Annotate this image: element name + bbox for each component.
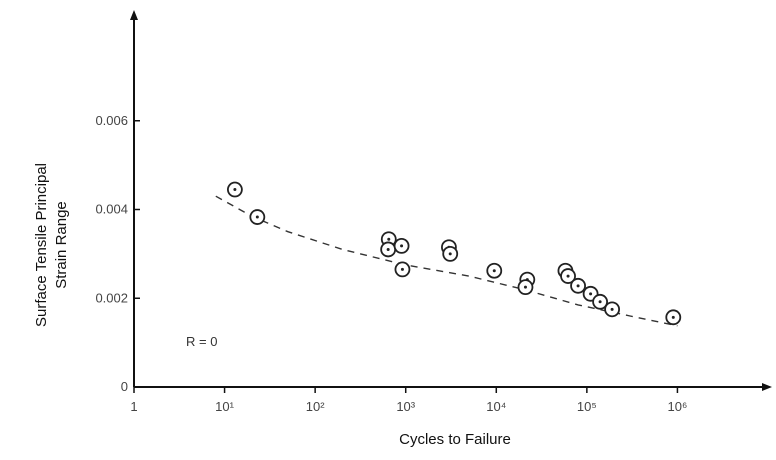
data-point-dot [589, 292, 593, 296]
x-tick-label: 10⁴ [486, 399, 506, 414]
data-point [560, 268, 576, 284]
x-tick-label: 10⁶ [668, 399, 688, 414]
data-point-dot [400, 267, 404, 271]
y-tick-label: 0 [121, 379, 128, 394]
data-point-dot [448, 252, 452, 256]
y-tick-label: 0.004 [95, 202, 128, 217]
data-point-dot [386, 247, 390, 251]
x-tick-label: 1 [130, 399, 137, 414]
data-point-dot [492, 269, 496, 273]
ticks: 0 0.002 0.004 0.006 1 10¹ 10² 10³ 10⁴ 10⁵ 10⁶ [95, 113, 687, 414]
data-point-dot [598, 300, 602, 304]
y-axis-arrow [130, 10, 138, 20]
fit-curve [215, 195, 678, 327]
data-point [394, 261, 411, 278]
y-tick-label: 0.006 [95, 113, 128, 128]
data-point [393, 237, 410, 254]
x-axis-title: Cycles to Failure [399, 431, 511, 448]
x-tick-label: 10² [306, 399, 325, 414]
data-point-dot [610, 307, 614, 311]
data-point-dot [576, 284, 580, 288]
axes [130, 10, 772, 391]
data-point [604, 301, 621, 318]
fit-curve-group [215, 195, 678, 327]
data-point-dot [671, 315, 675, 319]
data-point-dot [400, 244, 404, 248]
data-point-dot [255, 215, 259, 219]
x-axis-arrow [762, 383, 772, 391]
x-tick-label: 10⁵ [577, 399, 597, 414]
data-point [592, 293, 608, 310]
data-points [226, 181, 682, 326]
data-point [442, 245, 459, 262]
x-tick-label: 10¹ [215, 399, 234, 414]
y-tick-label: 0.002 [95, 290, 128, 305]
data-point [570, 277, 586, 294]
data-point-dot [523, 285, 527, 289]
data-point-dot [387, 237, 391, 241]
data-point [517, 279, 534, 296]
data-point [380, 241, 397, 258]
data-point [226, 181, 243, 198]
r-ratio-annotation: R = 0 [186, 334, 217, 349]
data-point-dot [233, 188, 237, 192]
data-point [249, 209, 266, 225]
data-point-dot [566, 274, 570, 278]
x-tick-label: 10³ [396, 399, 415, 414]
data-point [665, 309, 682, 326]
data-point [486, 262, 503, 279]
y-axis-title-line-1: Surface Tensile Principal [33, 163, 50, 327]
y-axis-title-line-2: Strain Range [53, 201, 70, 289]
